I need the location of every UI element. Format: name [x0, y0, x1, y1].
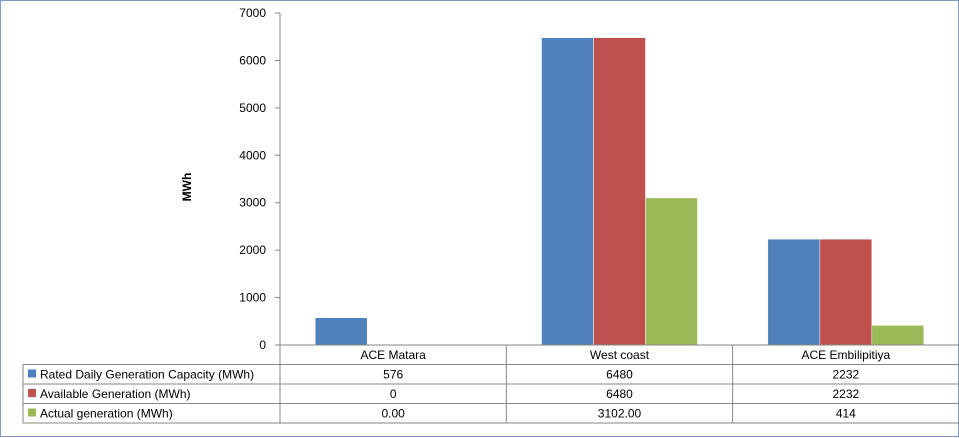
data-table: ACE Matara West coast ACE Embilipitiya Rate…	[22, 344, 959, 424]
bar	[541, 37, 594, 346]
data-label: 2232	[832, 387, 859, 401]
y-tick-label: 0	[259, 338, 266, 352]
axes: 0 1000 2000 3000 4000 5000 6000 7000	[239, 6, 281, 352]
data-label: 6480	[606, 387, 633, 401]
y-axis-label: MWh	[180, 173, 194, 202]
y-tick-label: 6000	[239, 53, 266, 67]
data-label: 6480	[606, 368, 633, 382]
legend-swatch	[28, 389, 36, 397]
data-label: 0.00	[381, 407, 405, 421]
data-label: 414	[836, 407, 856, 421]
bar	[593, 37, 646, 346]
y-tick-label: 4000	[239, 148, 266, 162]
bar	[645, 197, 698, 346]
y-tick-label: 5000	[239, 101, 266, 115]
y-tick-label: 7000	[239, 6, 266, 20]
category-label: ACE Embilipitiya	[801, 348, 890, 362]
category-label: ACE Matara	[360, 348, 426, 362]
bar	[767, 238, 821, 346]
data-label: 576	[383, 368, 403, 382]
y-tick-label: 1000	[239, 291, 266, 305]
legend-entry: Available Generation (MWh)	[40, 387, 191, 401]
bars	[314, 37, 925, 346]
bar	[819, 238, 873, 346]
bar	[871, 325, 925, 346]
legend-entry: Rated Daily Generation Capacity (MWh)	[40, 368, 254, 382]
data-label: 3102.00	[598, 407, 642, 421]
category-label: West coast	[590, 348, 650, 362]
bar	[314, 317, 368, 346]
legend-swatch	[28, 369, 36, 378]
y-tick-label: 3000	[239, 196, 266, 210]
data-label: 2232	[832, 368, 859, 382]
legend-swatch	[28, 408, 36, 417]
data-label: 0	[390, 387, 397, 401]
legend-entry: Actual generation (MWh)	[40, 407, 173, 421]
y-tick-label: 2000	[239, 243, 266, 257]
